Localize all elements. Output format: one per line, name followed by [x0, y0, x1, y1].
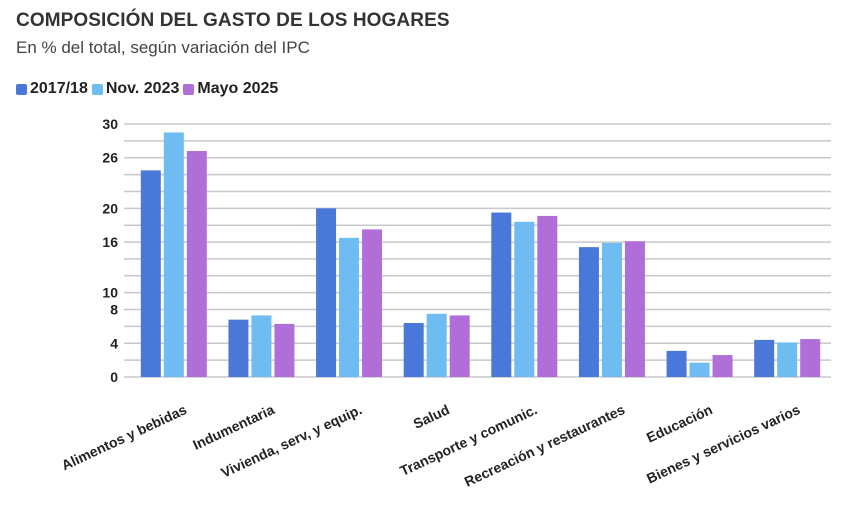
x-category-label: Bienes y servicios varios — [644, 401, 803, 486]
bar — [514, 221, 535, 377]
legend-item-may2025: Mayo 2025 — [183, 80, 278, 98]
bar — [251, 315, 272, 377]
y-tick-label: 30 — [102, 116, 118, 132]
x-category-label: Alimentos y bebidas — [59, 401, 189, 473]
x-category-label: Salud — [411, 401, 452, 432]
bar — [186, 150, 207, 377]
legend-label-nov2023: Nov. 2023 — [105, 80, 180, 97]
y-tick-label: 0 — [110, 369, 118, 385]
bar — [362, 229, 383, 377]
bar — [140, 170, 161, 377]
x-category-label: Recreación y restaurantes — [462, 401, 628, 490]
bar — [666, 350, 687, 377]
bar — [712, 355, 733, 377]
bar — [624, 241, 645, 377]
legend-swatch-may2025 — [183, 83, 195, 95]
x-category-label: Vivienda, serv, y equip. — [218, 401, 364, 480]
bar — [403, 323, 424, 377]
y-tick-label: 8 — [110, 302, 118, 318]
bar — [339, 237, 360, 377]
bar — [274, 323, 295, 377]
bar — [601, 242, 622, 377]
bar — [800, 339, 821, 377]
chart-title: COMPOSICIÓN DEL GASTO DE LOS HOGARES — [16, 10, 450, 31]
legend-item-2017: 2017/18 — [16, 80, 88, 98]
legend-label-2017: 2017/18 — [30, 80, 88, 97]
y-tick-label: 20 — [102, 200, 118, 216]
bar — [754, 339, 775, 377]
y-tick-label: 26 — [102, 150, 118, 166]
bar — [777, 342, 798, 377]
chart-subtitle: En % del total, según variación del IPC — [16, 38, 310, 57]
bar — [163, 132, 184, 377]
bar — [578, 247, 599, 377]
bar — [316, 208, 337, 377]
bar — [228, 319, 249, 377]
y-tick-label: 4 — [110, 335, 118, 351]
bar — [449, 315, 470, 377]
x-category-label: Educación — [644, 401, 715, 445]
y-tick-label: 10 — [102, 285, 118, 301]
legend-item-nov2023: Nov. 2023 — [91, 80, 180, 98]
legend-swatch-2017 — [16, 83, 27, 95]
chart-legend: 2017/18 Nov. 2023 Mayo 2025 — [16, 80, 282, 98]
legend-swatch-nov2023 — [91, 83, 103, 95]
y-tick-label: 16 — [102, 234, 118, 250]
legend-label-may2025: Mayo 2025 — [197, 80, 279, 97]
bar — [689, 362, 710, 377]
bar — [537, 215, 558, 377]
bar — [491, 212, 512, 377]
bar — [426, 313, 447, 377]
